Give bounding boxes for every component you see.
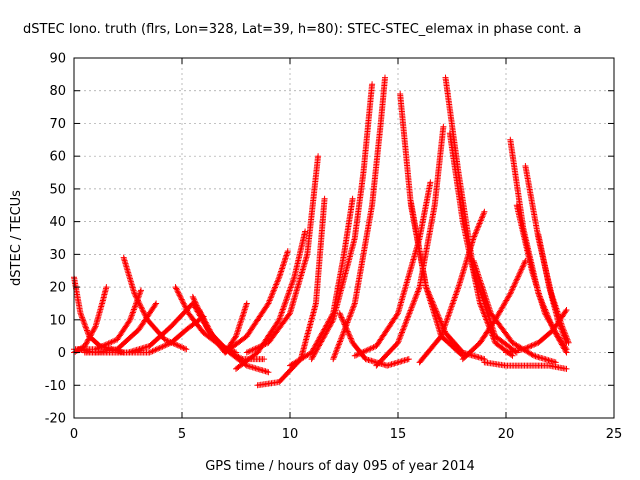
series-markers [243, 153, 322, 356]
series-arc32 [535, 231, 570, 346]
y-axis-label: dSTEC / TECUs [9, 190, 24, 286]
axis-ticks: 0 5 10 15 20 25 -20 -10 0 10 20 30 40 50 60 70 80 90 [45, 52, 623, 443]
series-markers [535, 231, 570, 346]
y-tick-label: 30 [49, 248, 66, 263]
series-arc15 [243, 153, 322, 356]
series-arc33 [503, 307, 570, 356]
series-arc34 [481, 359, 570, 372]
y-tick-label: 20 [49, 281, 66, 296]
series-arc18 [330, 74, 388, 363]
series-markers [222, 248, 291, 356]
series-markers [513, 202, 570, 353]
series-markers [196, 300, 250, 356]
y-tick-label: 70 [49, 117, 66, 132]
series-markers [481, 359, 570, 372]
x-tick-label: 0 [70, 427, 78, 442]
y-tick-label: 0 [58, 346, 66, 361]
series-arc12 [222, 248, 291, 356]
y-tick-label: -10 [45, 379, 66, 394]
chart-title: dSTEC Iono. truth (flrs, Lon=328, Lat=39… [23, 22, 581, 37]
x-tick-label: 10 [282, 427, 299, 442]
y-tick-label: -20 [45, 412, 66, 427]
series-arc28 [470, 257, 559, 366]
y-tick-label: 60 [49, 150, 66, 165]
y-tick-label: 40 [49, 215, 66, 230]
y-tick-label: 10 [49, 313, 66, 328]
series-markers [120, 254, 190, 353]
x-tick-label: 20 [498, 427, 515, 442]
data-series [71, 74, 572, 389]
series-markers [330, 74, 388, 363]
series-arc30 [513, 202, 570, 353]
grid [74, 58, 614, 418]
series-markers [446, 130, 516, 359]
series-arc26 [446, 130, 516, 359]
series-arc05 [120, 254, 190, 353]
x-tick-label: 25 [606, 427, 623, 442]
y-tick-label: 50 [49, 182, 66, 197]
series-markers [470, 257, 559, 366]
series-arc17 [308, 81, 376, 363]
x-axis-label: GPS time / hours of day 095 of year 2014 [205, 459, 475, 474]
series-markers [503, 307, 570, 356]
x-tick-label: 5 [178, 427, 186, 442]
series-arc11 [196, 300, 250, 356]
series-markers [308, 81, 376, 363]
x-tick-label: 15 [390, 427, 407, 442]
y-tick-label: 80 [49, 84, 66, 99]
y-tick-label: 90 [49, 52, 66, 67]
plot-frame [73, 57, 615, 419]
